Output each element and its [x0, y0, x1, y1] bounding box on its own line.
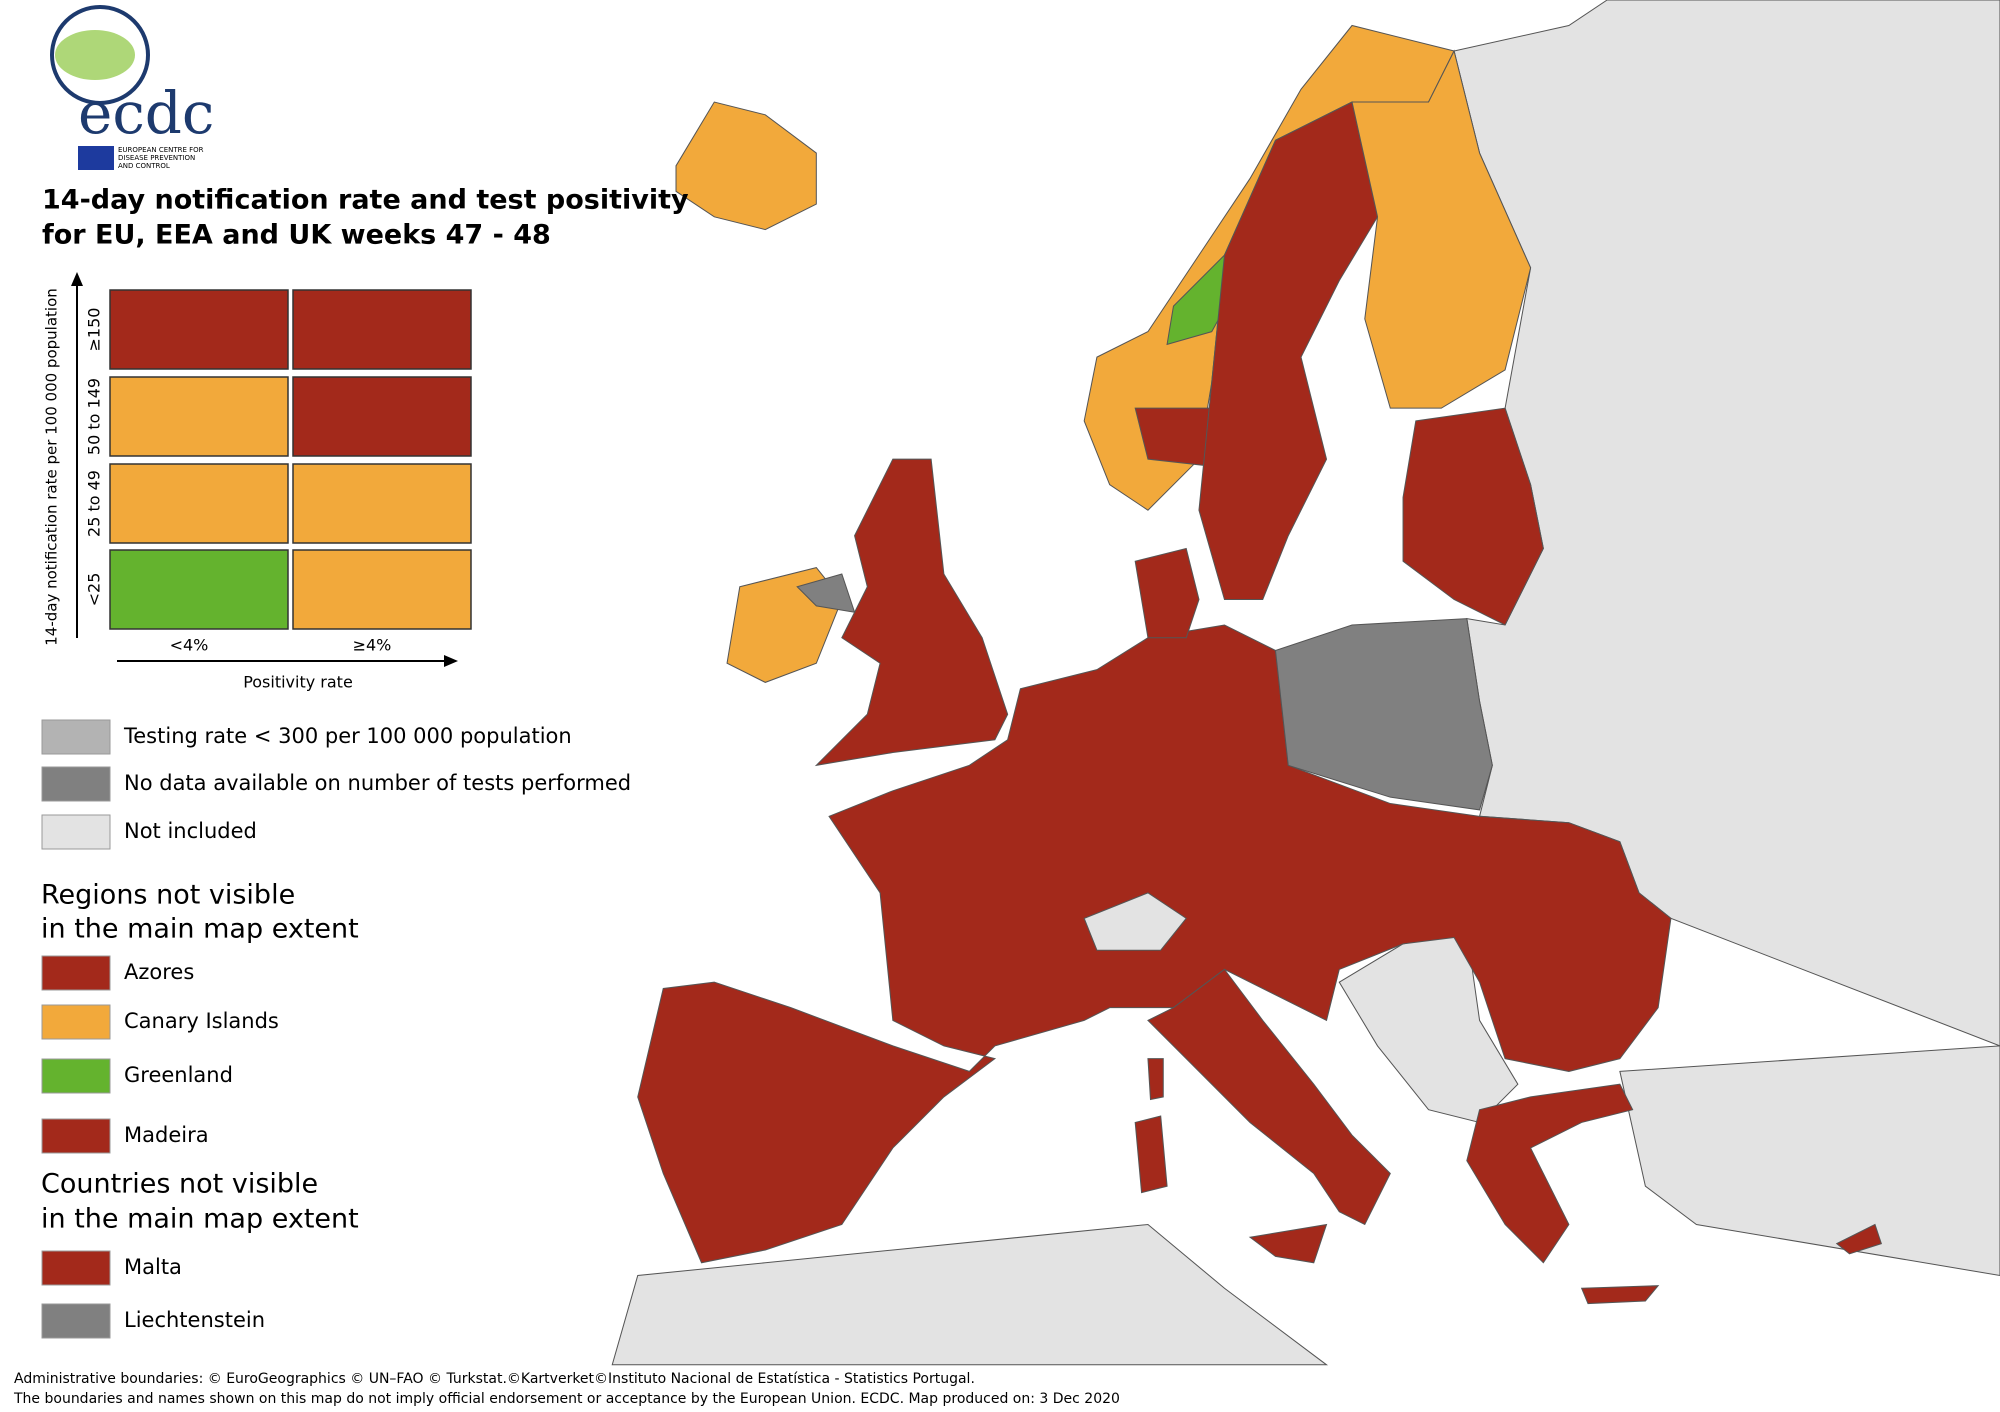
logo-subtitle: EUROPEAN CENTRE FOR — [118, 146, 204, 154]
cyprus — [1835, 1223, 1883, 1255]
logo: ecdc EUROPEAN CENTRE FOR DISEASE PREVENT… — [50, 5, 214, 170]
sardinia — [1134, 1115, 1168, 1194]
legend-swatch — [41, 1118, 111, 1154]
switzerland — [1083, 892, 1187, 951]
section-heading: Regions not visible — [41, 880, 295, 911]
matrix-cell — [292, 376, 472, 457]
legend-label: Testing rate < 300 per 100 000 populatio… — [123, 724, 572, 748]
legend-label: Not included — [124, 819, 257, 843]
crete — [1580, 1285, 1660, 1305]
matrix-cell — [292, 549, 472, 630]
logo-subtitle: DISEASE PREVENTION — [118, 154, 195, 162]
matrix-cell — [109, 549, 289, 630]
denmark — [1134, 547, 1200, 639]
legend-label: No data available on number of tests per… — [124, 771, 631, 795]
corsica — [1147, 1058, 1164, 1101]
row-label: ≥150 — [85, 308, 104, 352]
eu-flag — [78, 146, 114, 170]
logo-subtitle: AND CONTROL — [118, 162, 170, 170]
legend-swatch — [41, 955, 111, 991]
legend-swatch — [41, 719, 111, 755]
matrix: 14-day notification rate per 100 000 pop… — [43, 272, 458, 692]
united-kingdom — [814, 458, 1009, 767]
footer: The boundaries and names shown on this m… — [13, 1391, 1120, 1407]
logo-globe — [50, 5, 150, 105]
matrix-cell — [109, 376, 289, 457]
footer: Administrative boundaries: © EuroGeograp… — [14, 1371, 975, 1387]
legend-swatch — [41, 1303, 111, 1339]
legend-label: Liechtenstein — [124, 1308, 265, 1332]
matrix-cell — [109, 463, 289, 544]
section-heading: in the main map extent — [41, 1204, 359, 1235]
section-heading: Countries not visible — [41, 1169, 318, 1200]
section-heading: in the main map extent — [41, 914, 359, 945]
matrix-cell — [292, 289, 472, 370]
logo-name: ecdc — [78, 79, 214, 147]
northern-ireland — [796, 573, 856, 613]
column-label: <4% — [170, 636, 209, 655]
legend-label: Malta — [124, 1255, 182, 1279]
map — [611, 0, 2000, 1366]
logo-land — [55, 30, 135, 80]
legend-label: Canary Islands — [124, 1009, 279, 1033]
sicily — [1248, 1223, 1328, 1264]
x-axis-label: Positivity rate — [243, 673, 353, 692]
legend-label: Madeira — [124, 1123, 209, 1147]
legend-swatch — [41, 1058, 111, 1094]
matrix-cell — [109, 289, 289, 370]
legend-label: Greenland — [124, 1063, 233, 1087]
legend-label: Azores — [124, 960, 194, 984]
y-arrow-head — [71, 272, 83, 286]
title: 14-day notification rate and test positi… — [42, 185, 689, 216]
legend-swatch — [41, 814, 111, 850]
italy — [1147, 968, 1391, 1226]
iceland — [675, 101, 817, 231]
legend-swatch — [41, 1004, 111, 1040]
column-label: ≥4% — [353, 636, 392, 655]
baltics — [1402, 407, 1544, 626]
legend-swatch — [41, 1250, 111, 1286]
legend-swatch — [41, 766, 111, 802]
title: for EU, EEA and UK weeks 47 - 48 — [42, 220, 551, 251]
greece — [1466, 1083, 1634, 1264]
matrix-cell — [292, 463, 472, 544]
poland — [1274, 618, 1493, 811]
x-arrow-head — [444, 655, 458, 667]
finland — [1351, 49, 1532, 409]
row-label: 50 to 149 — [85, 378, 104, 455]
row-label: 25 to 49 — [85, 470, 104, 537]
non-included-africa — [611, 1223, 1329, 1366]
row-label: <25 — [85, 573, 104, 607]
y-axis-label: 14-day notification rate per 100 000 pop… — [43, 288, 61, 646]
